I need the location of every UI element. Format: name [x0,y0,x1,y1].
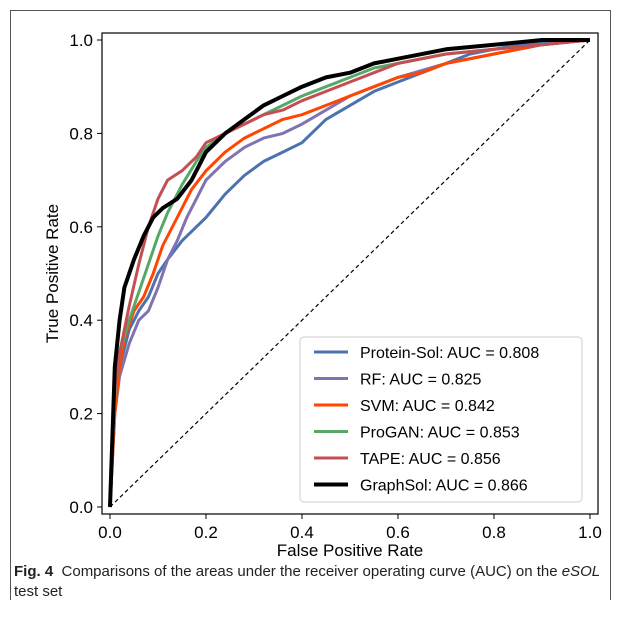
frame-right-border [610,10,611,600]
y-tick-label: 0.6 [69,218,93,237]
x-axis-label: False Positive Rate [277,541,423,560]
legend-entry-label: TAPE: AUC = 0.856 [360,451,501,468]
caption-text-before: Comparisons of the areas under the recei… [61,563,562,580]
y-tick-label: 0.4 [69,311,93,330]
caption-italic: eSOL [561,563,601,580]
frame-top-border [10,10,610,11]
caption-label: Fig. 4 [14,563,54,580]
roc-line-3 [108,38,591,508]
roc-chart: 0.0 0.2 0.4 0.6 0.8 1.0 0.0 0.2 0.4 0.6 0.8 1.0 Fals… [43,31,602,560]
x-tick-label: 1.0 [578,523,602,542]
y-tick-label: 0.0 [69,498,93,517]
legend-entry-label: ProGAN: AUC = 0.853 [360,425,520,442]
y-tick-label: 0.8 [69,124,93,143]
x-tick-label: 0.6 [386,523,410,542]
x-tick-label: 0.8 [482,523,506,542]
y-tick-label: 0.2 [69,405,93,424]
axes-frame [101,32,599,515]
legend-entry-label: GraphSol: AUC = 0.866 [360,478,528,495]
legend-entry-label: Protein-Sol: AUC = 0.808 [360,345,539,362]
x-tick-label: 0.2 [194,523,218,542]
plot-area: 0.0 0.2 0.4 0.6 0.8 1.0 0.0 0.2 0.4 0.6 0.8 1.0 Fals… [43,31,602,560]
legend-entry-label: RF: AUC = 0.825 [360,372,481,389]
y-tick-label: 1.0 [69,31,93,50]
x-tick-label: 0.4 [290,523,314,542]
x-tick-label: 0.0 [98,523,122,542]
legend-box [299,336,583,503]
frame-left-border [10,10,11,600]
roc-line-6 [108,38,590,508]
legend-entry-label: SVM: AUC = 0.842 [360,398,495,415]
y-axis-label: True Positive Rate [43,204,62,343]
figure-caption: Fig. 4 Comparisons of the areas under th… [14,562,604,602]
caption-text-after: test set [14,583,63,600]
